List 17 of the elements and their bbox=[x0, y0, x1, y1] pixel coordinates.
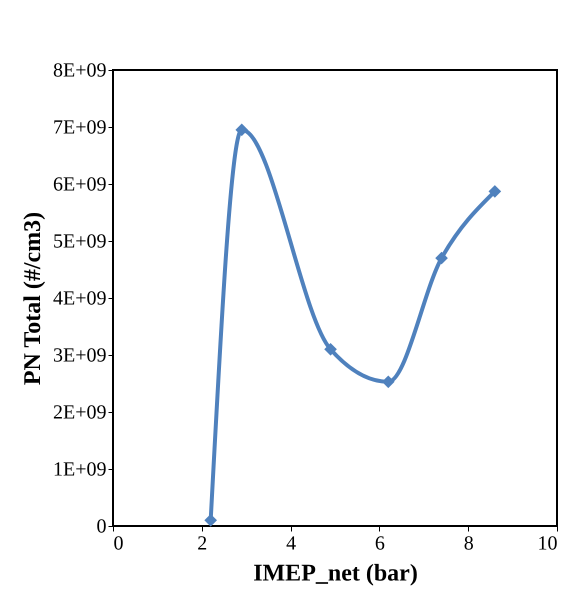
x-tick-label: 0 bbox=[114, 532, 124, 554]
y-tick-label: 8E+09 bbox=[53, 60, 106, 82]
y-tick-label: 7E+09 bbox=[53, 116, 106, 138]
y-tick-label: 5E+09 bbox=[53, 230, 106, 252]
y-tick-label: 6E+09 bbox=[53, 174, 106, 196]
x-tick-label: 4 bbox=[286, 532, 296, 554]
x-tick-label: 8 bbox=[464, 532, 474, 554]
x-tick-label: 2 bbox=[197, 532, 208, 554]
y-tick-label: 3E+09 bbox=[53, 344, 106, 366]
x-axis-title: IMEP_net (bar) bbox=[253, 560, 418, 586]
y-tick-label: 4E+09 bbox=[53, 288, 106, 310]
y-tick-label: 0 bbox=[96, 516, 106, 538]
y-axis-title: PN Total (#/cm3) bbox=[20, 212, 46, 386]
y-tick-label: 2E+09 bbox=[53, 402, 106, 424]
x-tick-label: 10 bbox=[538, 532, 558, 554]
y-tick-label: 1E+09 bbox=[53, 458, 106, 480]
x-tick-label: 6 bbox=[374, 532, 385, 554]
